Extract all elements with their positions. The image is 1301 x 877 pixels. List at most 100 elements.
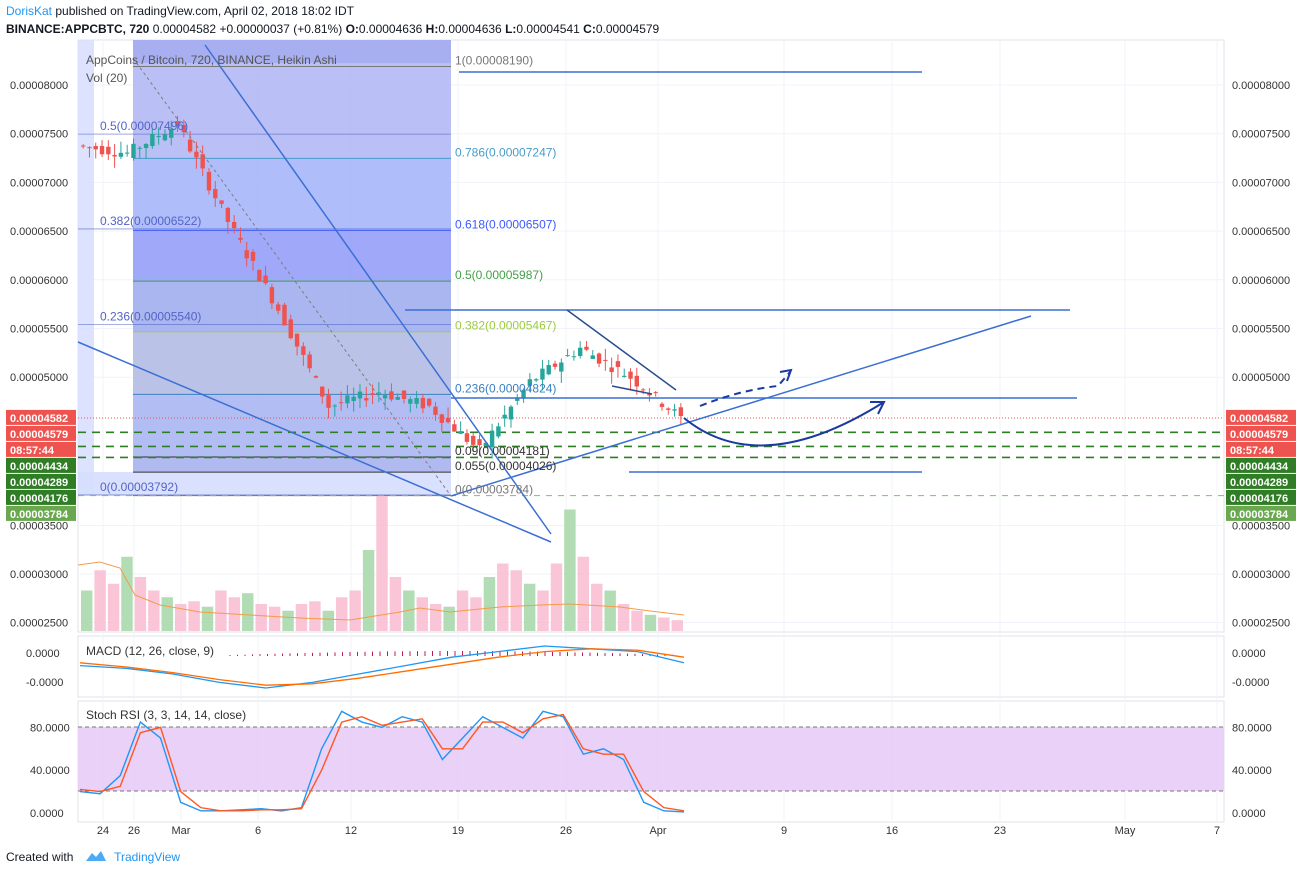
- volume-bar: [376, 496, 388, 631]
- volume-bar: [268, 606, 281, 631]
- fib-right-label: 0.382(0.00005467): [455, 319, 556, 333]
- volume-bar: [121, 556, 133, 631]
- close-value: 0.00004579: [595, 22, 660, 36]
- wedge-lower: [611, 385, 653, 395]
- support-dashed-lines: [78, 431, 1224, 497]
- candle-body: [596, 353, 602, 364]
- candle-body: [213, 188, 218, 199]
- price-tag-bg: [6, 473, 76, 489]
- candle-body: [666, 408, 671, 410]
- candle-body: [332, 405, 338, 407]
- stoch-tick-label: 0.0000: [30, 808, 64, 820]
- y-tick-label: 0.00003500: [1232, 521, 1290, 533]
- candle-body: [364, 398, 369, 401]
- stoch-axis: 80.0000 80.0000 40.0000 40.0000 0.0000 0.0000: [30, 722, 1272, 820]
- candle-body: [565, 355, 570, 357]
- time-axis[interactable]: 24 26 Mar 6 12 19 26 Apr 9 16 23 May 7: [97, 825, 1220, 837]
- candle-body: [231, 221, 237, 228]
- candle-body: [533, 379, 539, 381]
- candle-body: [143, 143, 149, 149]
- volume-bar: [362, 550, 375, 631]
- stoch-tick-label: 80.0000: [30, 722, 70, 734]
- fib-right-label: 0.786(0.00007247): [455, 145, 556, 159]
- candle-body: [345, 395, 350, 404]
- volume-bar: [349, 590, 361, 631]
- candle-body: [659, 403, 665, 407]
- volume-bar: [537, 590, 549, 631]
- candle-body: [647, 393, 652, 396]
- price-tag-bg: [1226, 489, 1296, 505]
- candle-body: [502, 414, 507, 419]
- volume-bar: [443, 606, 455, 631]
- y-tick-label: 0.00006000: [10, 275, 68, 287]
- volume-bar: [389, 577, 402, 631]
- x-tick-label: 19: [452, 825, 464, 837]
- y-tick-label: 0.00005500: [1232, 324, 1290, 336]
- y-tick-label: 0.00006500: [1232, 226, 1290, 238]
- volume-bar: [644, 614, 657, 631]
- candle-body: [540, 368, 545, 380]
- x-tick-label: 12: [345, 825, 357, 837]
- price-axis-left[interactable]: 0.00008000 0.00007500 0.00007000 0.00006500…: [10, 80, 68, 630]
- candle-body: [194, 151, 199, 158]
- candle-body: [131, 143, 136, 158]
- y-tick-label: 0.00007000: [10, 177, 68, 189]
- fib-left-label: 0.5(0.00007496): [100, 119, 188, 133]
- candle-body: [351, 396, 356, 401]
- price-tag-bg: [6, 489, 76, 505]
- projected-curve-arrow: [870, 401, 886, 415]
- trend-drawings: [77, 44, 1077, 543]
- volume-bar: [416, 597, 428, 631]
- low-value: 0.00004541: [516, 22, 580, 36]
- macd-legend: MACD (12, 26, close, 9): [86, 644, 214, 658]
- price-axis-right[interactable]: 0.00008000 0.00007500 0.00007000 0.00006500…: [1232, 80, 1290, 630]
- price-tag-bg: [6, 425, 76, 441]
- candle-body: [338, 402, 344, 404]
- x-tick-label: 23: [994, 825, 1006, 837]
- candle-body: [439, 414, 444, 423]
- price-tag-bg: [1226, 425, 1296, 441]
- volume-bar: [188, 601, 200, 631]
- candle-body: [571, 356, 577, 358]
- volume-bar: [403, 590, 415, 631]
- y-tick-label: 0.00007000: [1232, 177, 1290, 189]
- price-tag-bg: [1226, 505, 1296, 521]
- candle-body: [187, 139, 193, 152]
- x-tick-label: 9: [781, 825, 787, 837]
- candle-body: [269, 287, 275, 304]
- ascending-trendline: [450, 315, 1032, 497]
- candle-body: [294, 333, 300, 347]
- candle-body: [382, 395, 388, 399]
- fib-left-label: 0(0.00003792): [100, 480, 178, 494]
- fib-right-label: 0.055(0.00004026): [455, 459, 556, 473]
- y-tick-label: 0.00006500: [10, 226, 68, 238]
- volume-bar: [564, 509, 576, 631]
- volume-bar: [242, 593, 254, 631]
- macd-tick-label: -0.0000: [26, 677, 63, 689]
- candle-body: [162, 134, 168, 141]
- stoch-k-line: [79, 710, 685, 813]
- volume-bar: [309, 601, 321, 631]
- candle-body: [452, 424, 457, 432]
- volume-bar: [523, 583, 536, 631]
- candle-body: [150, 134, 155, 147]
- price-change: +0.00000037 (+0.81%): [219, 22, 343, 36]
- fib-diagonal: [132, 57, 452, 497]
- candle-body: [225, 207, 231, 223]
- volume-bar: [617, 604, 630, 631]
- volume-bar: [483, 577, 496, 631]
- x-tick-label: 24: [97, 825, 109, 837]
- x-tick-label: 7: [1214, 825, 1220, 837]
- volume-bar: [497, 563, 509, 631]
- heikin-ashi-candles: [80, 115, 684, 459]
- price-tag-text: 0.00004176: [10, 493, 68, 505]
- author-link[interactable]: DorisKat: [6, 4, 53, 18]
- price-tag-text: 0.00003784: [1230, 509, 1289, 521]
- stoch-tick-label: 0.0000: [1232, 808, 1266, 820]
- tradingview-brand-link[interactable]: TradingView: [114, 850, 181, 864]
- volume-ma-line: [77, 561, 685, 621]
- candle-body: [288, 319, 293, 339]
- descending-line-steep: [204, 44, 552, 535]
- y-tick-label: 0.00005000: [10, 372, 68, 384]
